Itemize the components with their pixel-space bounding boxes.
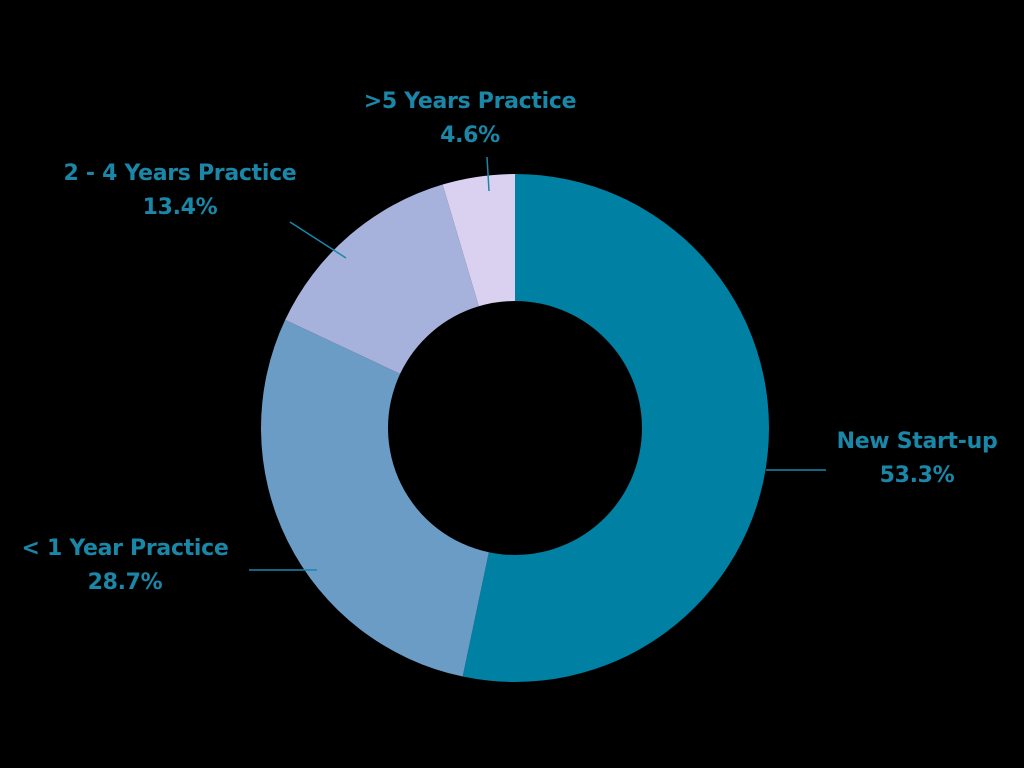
label-gt5-years: >5 Years Practice 4.6%	[350, 85, 590, 153]
label-lt1-year: < 1 Year Practice 28.7%	[0, 532, 250, 600]
label-name: < 1 Year Practice	[21, 536, 229, 561]
label-value: 13.4%	[142, 195, 218, 220]
label-value: 53.3%	[879, 463, 955, 488]
donut-slice-new-start-up	[462, 174, 770, 682]
donut-slice-5-years-practice	[442, 174, 515, 307]
donut-slice-1-year-practice	[260, 319, 489, 677]
label-new-startup: New Start-up 53.3%	[812, 425, 1022, 493]
leader-line-gt5-years	[486, 156, 490, 192]
donut-slice-2-4-years-practice	[285, 184, 479, 374]
label-value: 4.6%	[440, 123, 500, 148]
label-name: >5 Years Practice	[363, 89, 577, 114]
leader-lines	[249, 156, 826, 571]
label-name: New Start-up	[836, 429, 998, 454]
label-name: 2 - 4 Years Practice	[63, 161, 297, 186]
label-2-4-years: 2 - 4 Years Practice 13.4%	[30, 157, 330, 225]
label-value: 28.7%	[87, 570, 163, 595]
donut-slices	[260, 174, 770, 682]
leader-line-2-4-years	[289, 221, 347, 259]
